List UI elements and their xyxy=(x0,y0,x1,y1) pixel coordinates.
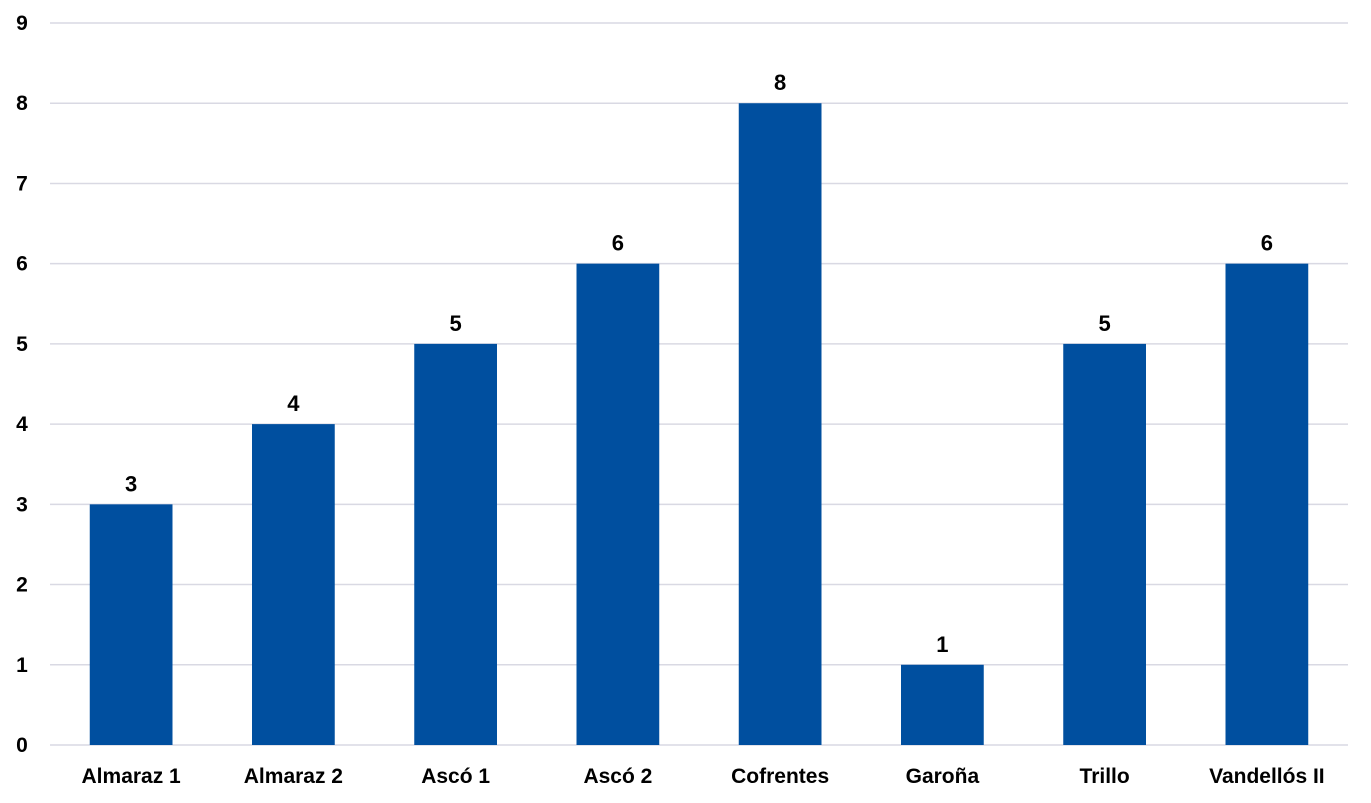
x-tick-label: Almaraz 2 xyxy=(244,765,343,788)
data-label: 1 xyxy=(936,632,948,657)
data-label: 8 xyxy=(774,70,786,95)
y-tick-label: 9 xyxy=(16,12,28,35)
data-label: 6 xyxy=(1261,231,1273,256)
data-label: 5 xyxy=(450,311,462,336)
y-tick-label: 7 xyxy=(16,172,28,195)
x-tick-label: Ascó 2 xyxy=(583,765,652,788)
bar xyxy=(1063,343,1146,745)
y-axis-ticks: 0 1 2 3 4 5 6 7 8 9 xyxy=(16,12,28,757)
x-tick-label: Cofrentes xyxy=(731,765,829,788)
bar xyxy=(901,664,984,745)
data-label: 4 xyxy=(287,391,300,416)
x-axis-labels: Almaraz 1 Almaraz 2 Ascó 1 Ascó 2 Cofrentes G… xyxy=(82,765,1325,788)
y-tick-label: 2 xyxy=(16,574,28,597)
x-tick-label: Almaraz 1 xyxy=(82,765,182,788)
y-tick-label: 1 xyxy=(16,654,28,677)
bar xyxy=(252,424,335,745)
data-label: 3 xyxy=(125,471,137,496)
data-label: 5 xyxy=(1099,311,1111,336)
y-tick-label: 6 xyxy=(16,253,28,276)
bars xyxy=(89,103,1309,745)
x-tick-label: Garoña xyxy=(906,765,980,788)
bar xyxy=(576,263,660,745)
y-tick-label: 4 xyxy=(16,413,28,436)
bar xyxy=(89,504,173,745)
bar xyxy=(738,103,822,745)
data-label: 6 xyxy=(612,231,624,256)
data-labels: 3 4 5 6 8 1 5 6 xyxy=(125,70,1273,657)
gridlines xyxy=(50,22,1348,746)
y-tick-label: 3 xyxy=(16,493,28,516)
bar xyxy=(414,343,497,745)
y-tick-label: 8 xyxy=(16,92,28,115)
x-tick-label: Trillo xyxy=(1080,765,1130,788)
bar xyxy=(1225,263,1309,745)
y-tick-label: 5 xyxy=(16,333,28,356)
x-tick-label: Vandellós II xyxy=(1209,765,1325,788)
y-tick-label: 0 xyxy=(16,734,28,757)
x-tick-label: Ascó 1 xyxy=(421,765,490,788)
